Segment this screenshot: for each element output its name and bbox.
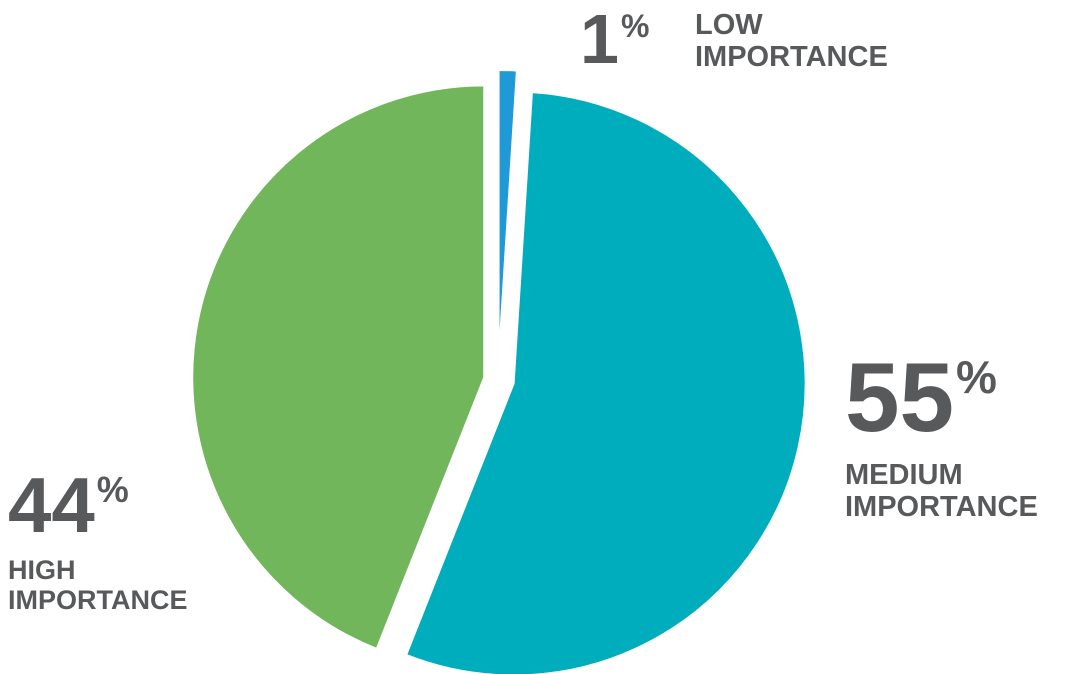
slice-name-line: MEDIUM [845, 459, 963, 491]
pie-slice-medium-importance [404, 91, 807, 674]
pie-slice-low-importance [497, 69, 518, 363]
slice-name-line: IMPORTANCE [695, 40, 888, 73]
percent-sign: % [956, 351, 997, 403]
pie-slice-high-importance [191, 84, 486, 651]
slice-name-label: LOW IMPORTANCE [695, 9, 888, 74]
slice-value-label: 1 [580, 0, 619, 78]
callout-high-importance: 44% HIGH IMPORTANCE [8, 466, 188, 615]
callout-low-importance: 1% LOW IMPORTANCE [580, 0, 888, 78]
percent-sign: % [96, 469, 129, 510]
slice-value-label: 44 [8, 461, 95, 549]
slice-name-label: MEDIUM IMPORTANCE [845, 459, 1038, 524]
slice-name-line: IMPORTANCE [8, 584, 188, 615]
slice-name-line: HIGH [8, 555, 76, 585]
slice-value-label: 55 [845, 342, 955, 452]
slice-name-line: LOW [695, 9, 763, 41]
callout-medium-importance: 55% MEDIUM IMPORTANCE [845, 348, 1038, 524]
percent-sign: % [620, 8, 650, 44]
slice-name-line: IMPORTANCE [845, 490, 1038, 523]
slice-name-label: HIGH IMPORTANCE [8, 555, 188, 615]
